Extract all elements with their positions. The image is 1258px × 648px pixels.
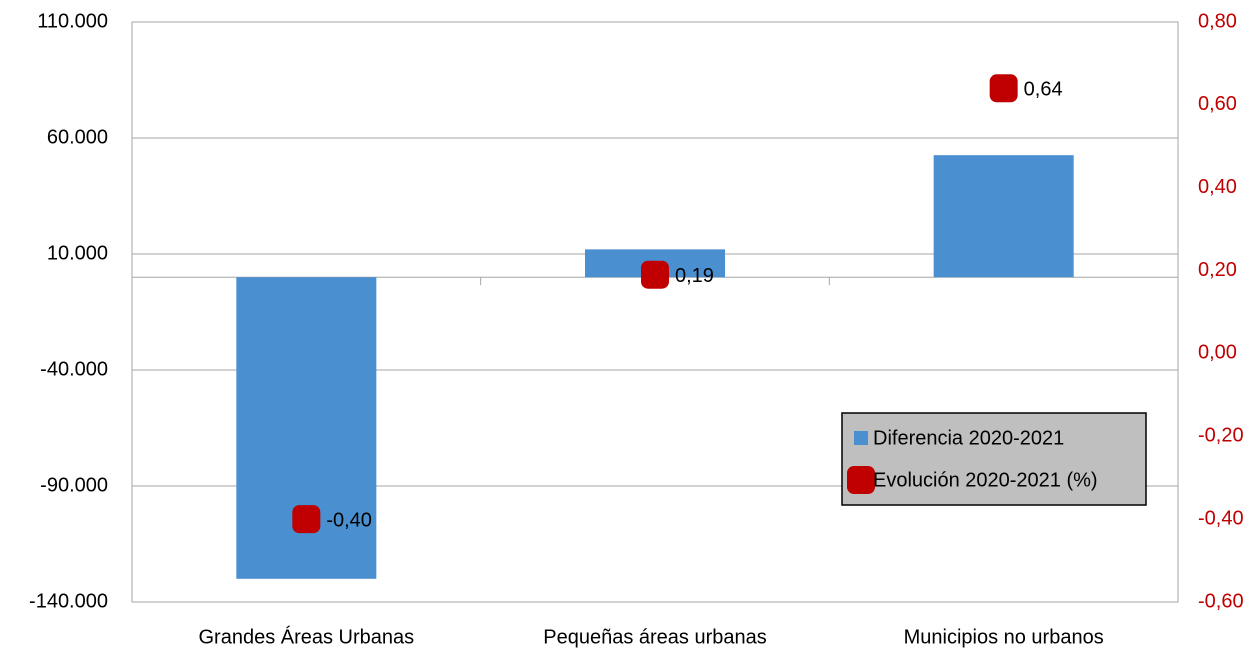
legend-label: Evolución 2020-2021 (%) [873, 469, 1098, 491]
marker [292, 505, 321, 534]
legend-swatch [854, 431, 868, 445]
y2-tick-label: 0,80 [1198, 10, 1237, 32]
y2-tick-label: 0,60 [1198, 93, 1237, 115]
y-tick-label: -140.000 [29, 590, 108, 612]
bar [933, 155, 1074, 278]
bar [236, 277, 377, 579]
data-label: 0,19 [675, 265, 714, 287]
y-tick-label: -90.000 [40, 474, 108, 496]
y2-tick-label: -0,60 [1198, 590, 1244, 612]
marker [989, 74, 1018, 103]
y2-tick-label: 0,40 [1198, 176, 1237, 198]
y2-tick-label: -0,40 [1198, 507, 1244, 529]
y2-tick-label: -0,20 [1198, 425, 1244, 447]
x-tick-label: Grandes Áreas Urbanas [198, 625, 414, 648]
y2-tick-label: 0,20 [1198, 259, 1237, 281]
y-tick-label: -40.000 [40, 358, 108, 380]
legend-label: Diferencia 2020-2021 [873, 427, 1064, 449]
y-tick-label: 10.000 [47, 242, 108, 264]
legend [841, 412, 1147, 506]
y2-tick-label: 0,00 [1198, 342, 1237, 364]
marker [641, 260, 669, 289]
x-tick-label: Pequeñas áreas urbanas [543, 626, 767, 648]
x-tick-label: Municipios no urbanos [904, 626, 1104, 648]
y-tick-label: 110.000 [37, 10, 108, 32]
data-label: 0,64 [1024, 79, 1063, 101]
y-tick-label: 60.000 [47, 126, 108, 148]
legend-swatch [847, 466, 875, 494]
data-label: -0,40 [326, 509, 372, 531]
